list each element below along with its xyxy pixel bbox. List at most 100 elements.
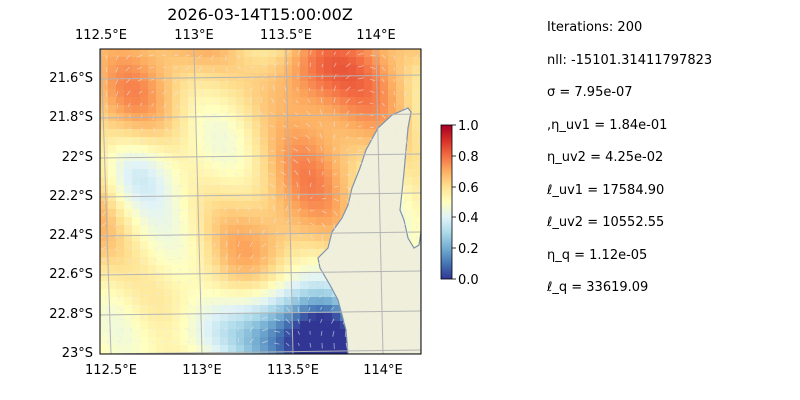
- heatmap-cell: [196, 201, 205, 210]
- velocity-arrow: [341, 234, 347, 239]
- heatmap-cell: [324, 321, 333, 330]
- heatmap-cell: [100, 73, 109, 82]
- heatmap-cell: [412, 217, 421, 226]
- meridian-line: [375, 49, 384, 354]
- heatmap-cell: [108, 321, 117, 330]
- heatmap-cell: [300, 121, 309, 130]
- heatmap-cell: [140, 105, 149, 114]
- heatmap-cell: [372, 97, 381, 106]
- heatmap-cell: [180, 345, 189, 354]
- heatmap-cell: [100, 329, 109, 338]
- heatmap-cell: [404, 129, 413, 138]
- heatmap-cell: [244, 177, 253, 186]
- velocity-arrow: [129, 150, 132, 157]
- heatmap-cell: [172, 321, 181, 330]
- velocity-arrow: [355, 318, 359, 325]
- velocity-arrow: [381, 174, 385, 181]
- heatmap-cell: [100, 185, 109, 194]
- heatmap-cell: [156, 97, 165, 106]
- heatmap-cell: [140, 209, 149, 218]
- heatmap-cell: [348, 65, 357, 74]
- heatmap-cell: [172, 137, 181, 146]
- velocity-arrow: [345, 51, 350, 56]
- heatmap-cell: [204, 305, 213, 314]
- heatmap-cell: [324, 177, 333, 186]
- heatmap-cell: [132, 241, 141, 250]
- velocity-arrow: [261, 328, 268, 332]
- heatmap-cell: [228, 129, 237, 138]
- heatmap-cell: [236, 329, 245, 338]
- param-iterations: Iterations: 200: [547, 20, 643, 35]
- velocity-arrow: [165, 186, 170, 188]
- velocity-arrow: [393, 162, 397, 168]
- heatmap-cell: [268, 105, 277, 114]
- velocity-arrow: [261, 269, 266, 272]
- heatmap-cell: [124, 345, 133, 354]
- heatmap-cell: [300, 153, 309, 162]
- heatmap-cell: [188, 177, 197, 186]
- heatmap-cell: [396, 89, 405, 98]
- heatmap-cell: [300, 57, 309, 66]
- heatmap-cell: [140, 89, 149, 98]
- velocity-arrow: [148, 54, 155, 57]
- heatmap-cell: [244, 233, 253, 242]
- heatmap-cell: [148, 217, 157, 226]
- heatmap-cell: [220, 273, 229, 282]
- velocity-arrow: [270, 125, 275, 128]
- heatmap-cell: [116, 273, 125, 282]
- velocity-arrow: [247, 109, 251, 116]
- velocity-arrow: [321, 63, 324, 68]
- heatmap-cell: [276, 169, 285, 178]
- heatmap-cell: [332, 73, 341, 82]
- velocity-arrow: [237, 278, 241, 284]
- heatmap-cell: [292, 153, 301, 162]
- heatmap-cell: [324, 65, 333, 74]
- heatmap-cell: [140, 81, 149, 90]
- heatmap-cell: [140, 225, 149, 234]
- heatmap-cell: [132, 81, 141, 90]
- heatmap-cell: [108, 209, 117, 218]
- velocity-arrow: [333, 159, 337, 164]
- velocity-arrow: [285, 318, 291, 324]
- heatmap-cell: [100, 313, 109, 322]
- velocity-arrow: [153, 246, 159, 252]
- heatmap-cell: [220, 249, 229, 258]
- heatmap-cell: [236, 97, 245, 106]
- heatmap-cell: [188, 65, 197, 74]
- heatmap-cell: [300, 209, 309, 218]
- heatmap-cell: [284, 185, 293, 194]
- heatmap-cell: [292, 305, 301, 314]
- heatmap-cell: [100, 321, 109, 330]
- velocity-arrow: [393, 174, 396, 180]
- heatmap-cell: [332, 105, 341, 114]
- heatmap-cell: [244, 273, 253, 282]
- velocity-arrow: [201, 180, 203, 188]
- heatmap-cell: [404, 153, 413, 162]
- heatmap-cell: [380, 97, 389, 106]
- map-frame: [99, 48, 422, 355]
- heatmap-cell: [340, 153, 349, 162]
- heatmap-cell: [108, 265, 117, 274]
- heatmap-cell: [108, 81, 117, 90]
- heatmap-cell: [116, 185, 125, 194]
- heatmap-cell: [196, 305, 205, 314]
- heatmap-cell: [124, 313, 133, 322]
- heatmap-cell: [252, 241, 261, 250]
- velocity-arrow: [309, 222, 315, 226]
- heatmap-cell: [140, 289, 149, 298]
- velocity-arrow: [237, 78, 242, 81]
- heatmap-cell: [300, 305, 309, 314]
- param-eta-uv1: ,η_uv1 = 1.84e-01: [547, 117, 668, 133]
- heatmap-cell: [204, 185, 213, 194]
- heatmap-cell: [132, 65, 141, 74]
- velocity-arrow: [369, 54, 376, 57]
- heatmap-cell: [324, 281, 333, 290]
- velocity-arrow: [357, 77, 364, 80]
- heatmap-cell: [324, 57, 333, 66]
- velocity-arrow: [115, 90, 119, 97]
- velocity-arrow: [128, 222, 131, 228]
- heatmap-cell: [188, 257, 197, 266]
- velocity-arrow: [381, 66, 386, 71]
- heatmap-cell: [132, 185, 141, 194]
- heatmap-cell: [276, 145, 285, 154]
